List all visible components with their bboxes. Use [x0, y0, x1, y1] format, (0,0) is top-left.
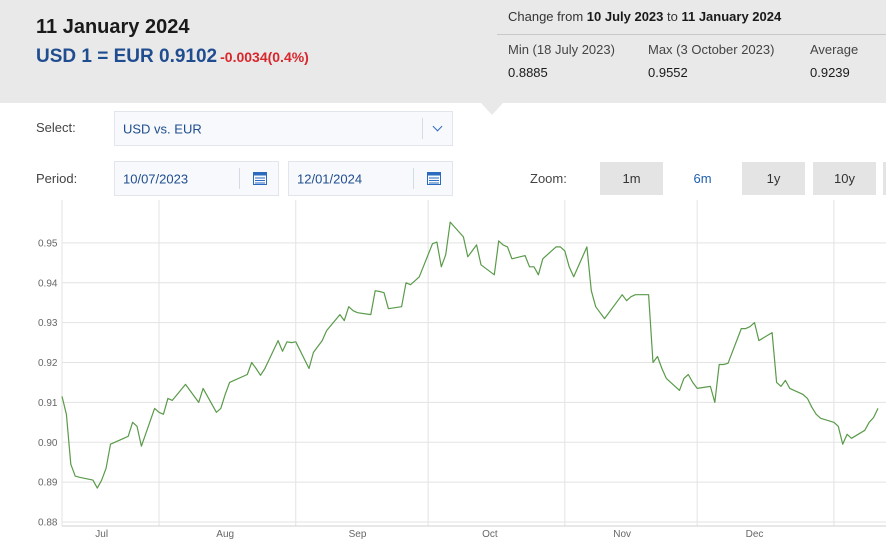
x-tick-label: Dec [746, 529, 764, 540]
average-label: Average [810, 42, 859, 57]
start-date-field[interactable]: 10/07/2023 [114, 161, 279, 196]
y-tick-label: 0.94 [38, 278, 58, 289]
zoom-scroll-edge [883, 162, 886, 195]
zoom-label: Zoom: [530, 171, 567, 186]
change-from-date: 10 July 2023 [586, 9, 664, 24]
x-tick-label: Aug [216, 529, 234, 540]
rate-change: -0.0034(0.4%) [220, 49, 309, 65]
y-tick-label: 0.88 [38, 518, 58, 529]
end-date-separator [413, 168, 414, 189]
min-stat: Min (18 July 2023) 0.8885 [508, 42, 615, 80]
max-value: 0.9552 [648, 65, 688, 80]
exchange-rate-chart: 0.88 0.89 0.90 0.91 0.92 0.93 0.94 0.95 Jul Aug S… [38, 200, 886, 540]
currency-pair-value: USD vs. EUR [123, 121, 202, 136]
rate-line: USD 1 = EUR 0.9102 -0.0034(0.4%) [36, 46, 309, 68]
min-value: 0.8885 [508, 65, 548, 80]
y-tick-label: 0.93 [38, 318, 58, 329]
change-to-date: 11 January 2024 [681, 9, 782, 24]
y-tick-label: 0.90 [38, 438, 58, 449]
panel-pointer [481, 103, 503, 115]
rate-series-points [62, 222, 878, 488]
x-tick-label: Jul [95, 529, 108, 540]
y-tick-label: 0.91 [38, 398, 58, 409]
currency-pair-select[interactable]: USD vs. EUR [114, 111, 453, 146]
average-value: 0.9239 [810, 65, 850, 80]
x-tick-label: Oct [482, 529, 498, 540]
change-range: Change from 10 July 2023 to 11 January 2… [508, 9, 781, 24]
horizontal-gridlines [62, 242, 886, 523]
rate-series-line [61, 221, 879, 489]
change-prefix: Change from [508, 9, 587, 24]
y-tick-label: 0.95 [38, 238, 58, 249]
start-date-separator [239, 168, 240, 189]
zoom-6m-button[interactable]: 6m [671, 162, 734, 195]
change-to-word: to [663, 9, 682, 24]
zoom-1y-button[interactable]: 1y [742, 162, 805, 195]
max-label: Max (3 October 2023) [648, 42, 775, 57]
summary-panel [0, 0, 886, 103]
select-separator [422, 118, 423, 139]
calendar-icon[interactable] [427, 172, 441, 185]
select-label: Select: [36, 120, 76, 135]
zoom-1m-button[interactable]: 1m [600, 162, 663, 195]
start-date-value: 10/07/2023 [123, 171, 189, 186]
x-tick-label: Nov [613, 529, 631, 540]
y-tick-label: 0.92 [38, 358, 58, 369]
zoom-10y-button[interactable]: 10y [813, 162, 876, 195]
chevron-down-icon[interactable] [432, 121, 443, 132]
period-label: Period: [36, 171, 78, 186]
end-date-field[interactable]: 12/01/2024 [288, 161, 453, 196]
max-stat: Max (3 October 2023) 0.9552 [648, 42, 774, 80]
end-date-value: 12/01/2024 [297, 171, 363, 186]
min-label: Min (18 July 2023) [508, 42, 615, 57]
y-axis-labels: 0.88 0.89 0.90 0.91 0.92 0.93 0.94 0.95 [38, 238, 58, 528]
x-tick-label: Sep [349, 529, 367, 540]
exchange-rate: USD 1 = EUR 0.9102 [36, 46, 218, 67]
summary-divider [497, 34, 886, 35]
current-date: 11 January 2024 [36, 16, 190, 38]
y-tick-label: 0.89 [38, 478, 58, 489]
x-axis-labels: Jul Aug Sep Oct Nov Dec [95, 529, 763, 540]
average-stat: Average 0.9239 [810, 42, 858, 80]
calendar-icon[interactable] [253, 172, 267, 185]
